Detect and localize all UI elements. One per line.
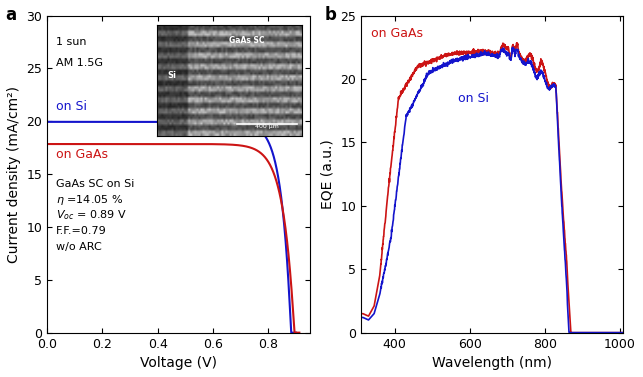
Y-axis label: Current density (mA/cm²): Current density (mA/cm²) [7, 86, 21, 263]
Text: a: a [5, 6, 16, 24]
Text: GaAs SC on Si: GaAs SC on Si [55, 179, 134, 189]
Y-axis label: EQE (a.u.): EQE (a.u.) [321, 139, 335, 209]
Text: on Si: on Si [55, 100, 87, 113]
Text: w/o ARC: w/o ARC [55, 242, 101, 252]
Text: $V_{oc}$ = 0.89 V: $V_{oc}$ = 0.89 V [55, 208, 127, 222]
Text: F.F.=0.79: F.F.=0.79 [55, 226, 106, 236]
Text: on Si: on Si [458, 92, 489, 105]
Text: on GaAs: on GaAs [55, 148, 107, 161]
X-axis label: Voltage (V): Voltage (V) [140, 356, 217, 370]
Text: on GaAs: on GaAs [372, 27, 424, 40]
Text: b: b [324, 6, 336, 24]
Text: $\eta$ =14.05 %: $\eta$ =14.05 % [55, 193, 123, 207]
Text: 1 sun: 1 sun [55, 37, 86, 47]
X-axis label: Wavelength (nm): Wavelength (nm) [432, 356, 552, 370]
Text: AM 1.5G: AM 1.5G [55, 58, 102, 68]
